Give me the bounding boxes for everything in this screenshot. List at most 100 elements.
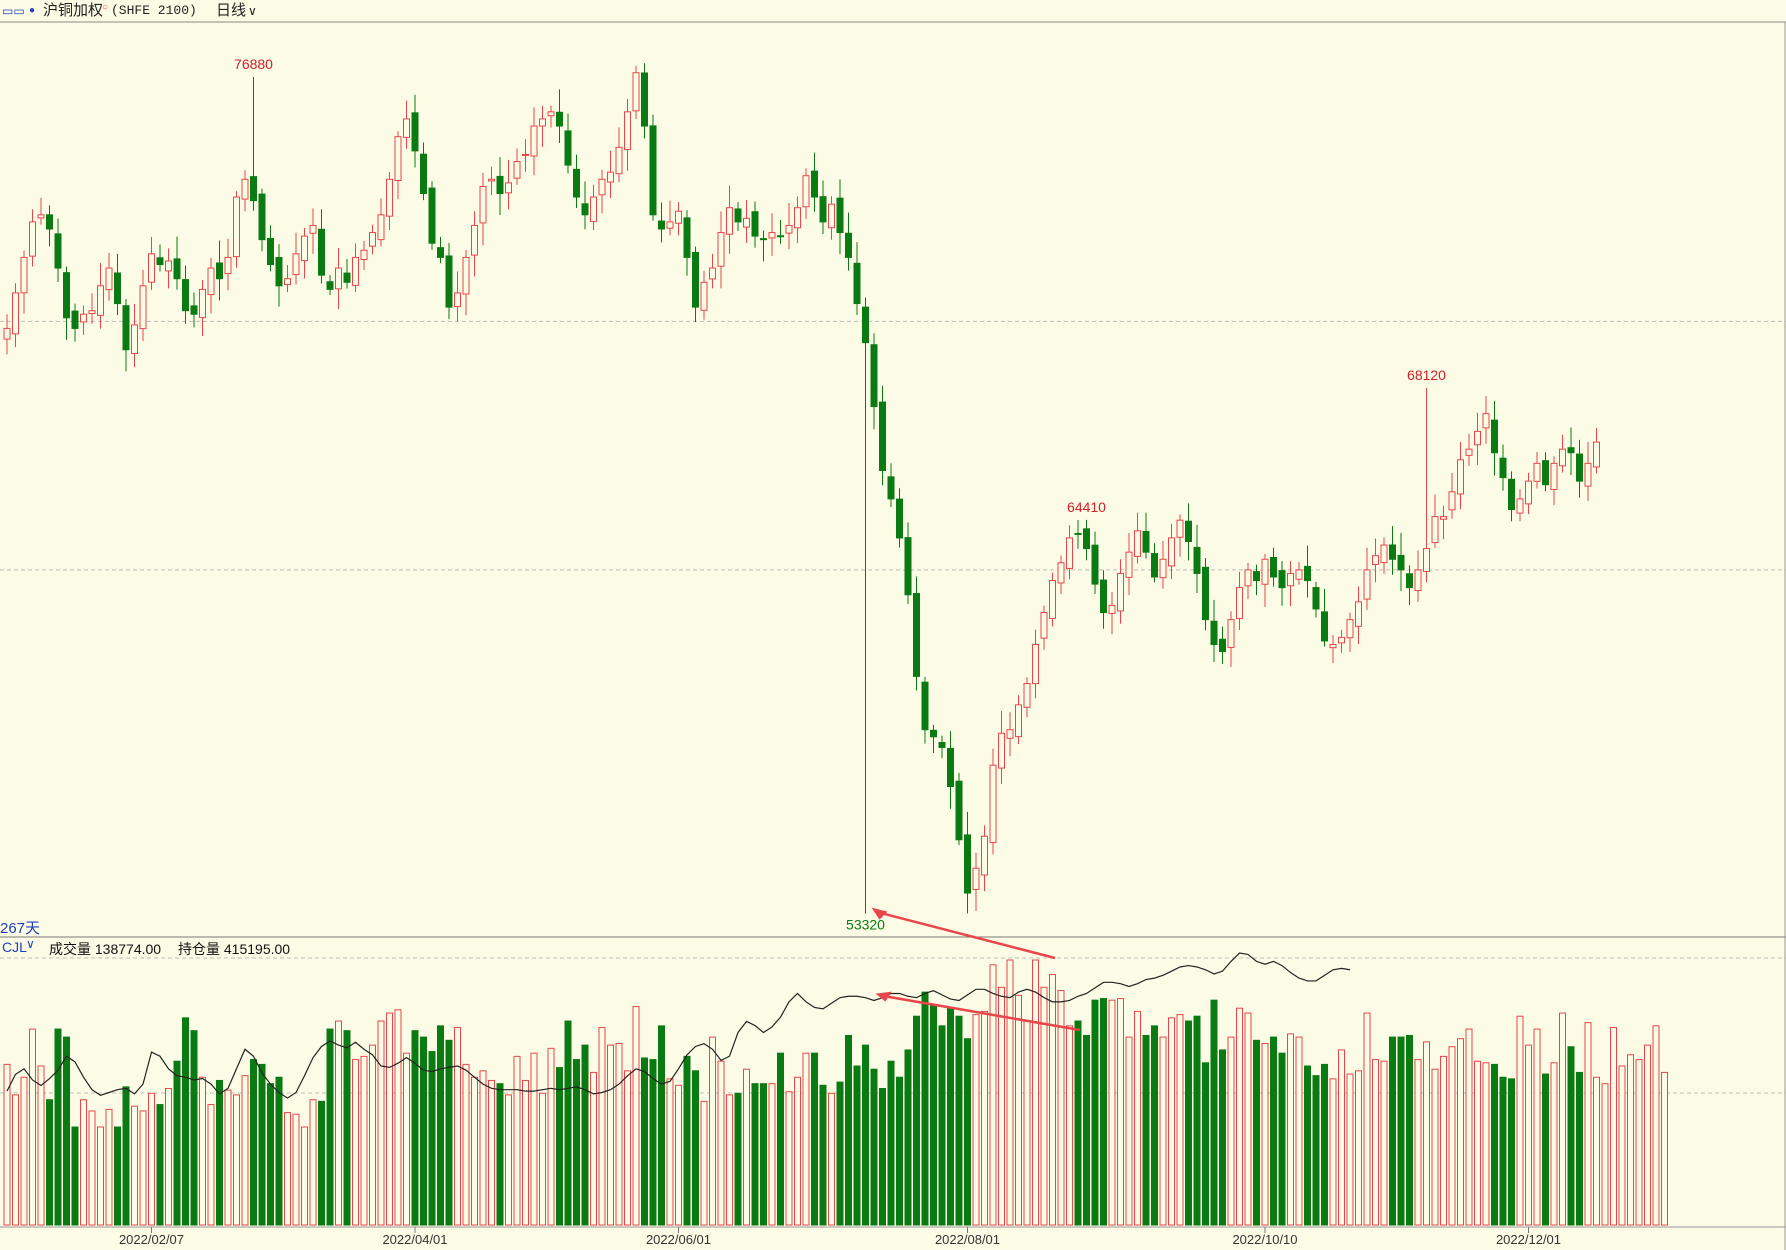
volume-bar (224, 1089, 232, 1226)
candle (726, 185, 733, 254)
volume-bar (1525, 1044, 1532, 1226)
candle-body (1015, 704, 1022, 738)
candle (309, 208, 317, 255)
candle (250, 77, 257, 211)
candle (981, 825, 988, 892)
volume-bar (632, 1006, 640, 1226)
volume-bar (1168, 1017, 1175, 1226)
volume-bar (1516, 1015, 1524, 1226)
volume-bar (1635, 1059, 1643, 1226)
candle (1278, 561, 1286, 606)
candle (564, 113, 572, 174)
volume-bar (1270, 1036, 1277, 1226)
candle-body (530, 125, 538, 157)
volume-bar (1244, 1012, 1252, 1226)
candle-body (386, 178, 393, 217)
candle-body (173, 258, 181, 280)
volume-bar (904, 1049, 912, 1226)
volume-readout: 成交量 138774.00 (49, 941, 162, 957)
volume-bar (275, 1076, 283, 1226)
volume-bar (105, 1108, 113, 1226)
volume-bar (1100, 998, 1107, 1226)
candle (1372, 538, 1379, 583)
candle (641, 63, 648, 139)
volume-bar (182, 1017, 189, 1226)
candle-body (224, 256, 232, 275)
volume-bar (369, 1044, 376, 1226)
candle (1363, 547, 1371, 610)
volume-bar (862, 1044, 869, 1226)
candle-body (768, 232, 776, 239)
volume-bar (173, 1060, 181, 1226)
candle-body (794, 207, 801, 229)
volume-bar (938, 1025, 946, 1226)
candle (1083, 519, 1090, 561)
x-tick-label: 2022/12/01 (1496, 1232, 1561, 1247)
volume-bar (1380, 1060, 1388, 1226)
volume-bar (972, 1014, 980, 1226)
candle-body (573, 168, 580, 198)
candle-body (1304, 565, 1311, 582)
candle (360, 240, 368, 271)
candle (1270, 547, 1277, 587)
candle-body (437, 247, 444, 258)
candle-body (1431, 516, 1439, 544)
candle-body (717, 232, 725, 267)
candle (1117, 559, 1124, 624)
candle-body (615, 146, 623, 175)
extreme-price-label: 68120 (1407, 367, 1446, 383)
period-selector[interactable]: 日线 (216, 2, 247, 19)
candle (1457, 441, 1464, 510)
chevron-down-icon[interactable]: ∨ (248, 4, 257, 18)
volume-bar (131, 1105, 138, 1226)
candle-body (1040, 612, 1048, 639)
volume-bar (1236, 1007, 1243, 1226)
volume-bar (1083, 1034, 1090, 1226)
volume-bar (700, 1100, 708, 1226)
candle (1389, 526, 1396, 575)
candle-body (377, 214, 385, 241)
volume-bar (343, 1030, 351, 1226)
candle-body (989, 764, 997, 843)
symbol-name[interactable]: 沪铜加权 (43, 2, 104, 19)
candle (275, 244, 283, 307)
volume-bar (1431, 1068, 1439, 1226)
candle (428, 181, 436, 250)
candle (462, 249, 470, 316)
candle-body (335, 267, 342, 290)
candle (1559, 434, 1566, 473)
candle-body (1083, 528, 1090, 550)
candle (972, 852, 980, 912)
candle-body (394, 136, 402, 181)
candle-body (1465, 448, 1473, 456)
indicator-chevron-icon[interactable]: ∨ (26, 937, 35, 951)
volume-bar (590, 1071, 597, 1226)
candle-body (471, 224, 478, 256)
volume-bar (1652, 1025, 1660, 1226)
candle-body (1508, 478, 1515, 511)
chart-menu-icon[interactable]: ▭▭ (2, 4, 25, 18)
candle-body (1278, 570, 1286, 589)
volume-bar (1576, 1071, 1583, 1226)
candle-body (1295, 569, 1303, 580)
volume-bar (352, 1059, 359, 1226)
volume-bar (148, 1092, 155, 1226)
candle-body (88, 310, 96, 315)
candle-body (607, 171, 614, 183)
status-circle-icon: ○ (102, 2, 109, 13)
candle (1210, 599, 1218, 663)
volume-bar (3, 1063, 11, 1226)
volume-bar (326, 1028, 334, 1226)
indicator-selector[interactable]: CJL (2, 939, 27, 955)
candle-body (190, 305, 198, 315)
volume-bar (1465, 1028, 1473, 1226)
candle-body (811, 170, 818, 198)
candle (326, 274, 334, 296)
volume-bar (1253, 1039, 1260, 1226)
candle-body (522, 153, 529, 156)
candle-body (751, 211, 759, 237)
candle (292, 232, 300, 285)
candle-body (964, 834, 971, 894)
candle (1236, 571, 1243, 631)
annotation-arrow-head-main (871, 907, 888, 920)
